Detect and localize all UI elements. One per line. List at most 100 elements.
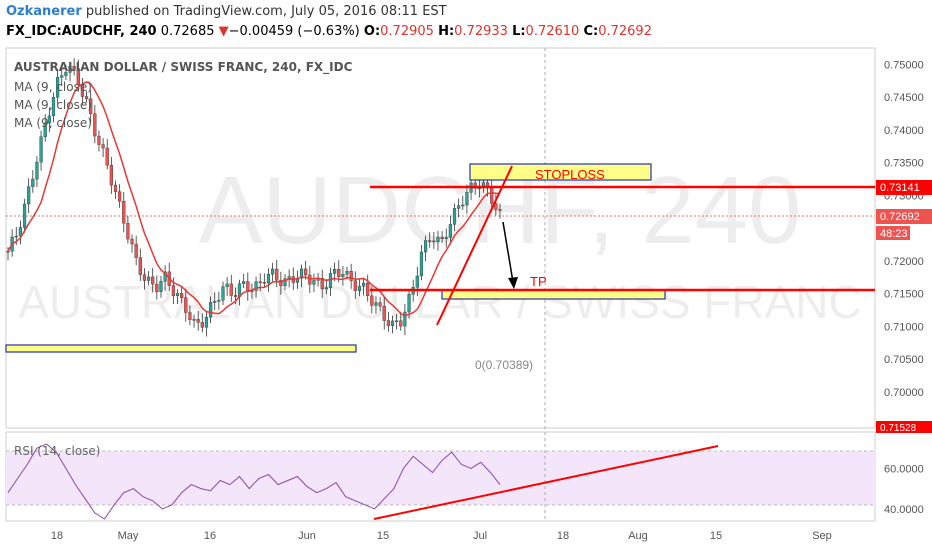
candle-body xyxy=(208,302,213,318)
candle-body xyxy=(151,276,155,285)
quote-line: FX_IDC:AUDCHF, 240 0.72685 ▼−0.00459 (−0… xyxy=(6,24,652,39)
tp-zone[interactable] xyxy=(441,289,666,300)
candle-body xyxy=(68,66,72,73)
time-tick-label: 15 xyxy=(377,530,389,542)
candle-body xyxy=(374,302,378,306)
price-tick-label: 0.71000 xyxy=(884,321,924,333)
fib-level-label: 0(0.70389) xyxy=(475,358,533,372)
candle-body xyxy=(138,257,142,275)
open-value: 0.72905 xyxy=(380,24,434,39)
candle-body xyxy=(415,275,419,288)
candle-body xyxy=(229,283,233,296)
candle-body xyxy=(97,135,101,145)
candle-body xyxy=(386,320,390,326)
candle-body xyxy=(233,295,237,297)
candle-body xyxy=(308,274,312,285)
candle-body xyxy=(39,136,43,163)
candle-body xyxy=(200,322,204,328)
rsi-tick-label: 60.0000 xyxy=(884,463,924,475)
time-tick-label: 16 xyxy=(204,530,216,542)
close-label: C: xyxy=(583,24,599,39)
candlestick-series xyxy=(6,58,502,337)
price-axis[interactable]: 0.750000.745000.740000.735000.730000.720… xyxy=(884,59,924,431)
candle-body xyxy=(51,97,56,117)
candle-body xyxy=(382,305,386,321)
candle-body xyxy=(84,96,89,99)
candle-body xyxy=(192,319,196,321)
candle-body xyxy=(258,281,262,283)
time-tick-label: Jun xyxy=(298,530,316,542)
candle-body xyxy=(304,268,308,276)
ma-legend-2[interactable]: MA (9, close) xyxy=(14,98,92,112)
trend-line-rsi[interactable] xyxy=(373,445,719,520)
candle-body xyxy=(465,192,469,206)
rsi-axis[interactable]: 60.0000 40.0000 xyxy=(884,463,924,515)
stoploss-zone[interactable] xyxy=(469,163,652,181)
candle-body xyxy=(390,320,395,326)
stoploss-label: STOPLOSS xyxy=(535,167,605,182)
candle-body xyxy=(271,268,275,275)
price-tick-label: 0.70000 xyxy=(884,387,924,399)
candle-body xyxy=(370,295,374,306)
candle-body xyxy=(184,297,188,313)
high-value: 0.72933 xyxy=(454,24,508,39)
candle-body xyxy=(341,273,345,277)
rsi-line xyxy=(7,443,501,520)
candle-body xyxy=(498,209,502,211)
support-zone[interactable] xyxy=(5,344,357,353)
rsi-band xyxy=(6,451,875,505)
candle-body xyxy=(312,280,316,285)
candle-body xyxy=(221,286,225,301)
candle-body xyxy=(89,98,93,114)
candle-body xyxy=(155,283,159,292)
published-text: published on TradingView.com, July 05, 2… xyxy=(81,4,447,19)
price-tick-label: 0.74500 xyxy=(884,92,924,104)
candle-body xyxy=(60,75,64,78)
chart-title: AUSTRALIAN DOLLAR / SWISS FRANC, 240, FX… xyxy=(14,60,353,74)
price-tick-label: 0.73500 xyxy=(884,158,924,170)
candle-body xyxy=(31,178,35,187)
candle-body xyxy=(14,235,18,238)
candle-body xyxy=(47,115,51,124)
low-value: 0.72610 xyxy=(525,24,580,39)
moving-average-line xyxy=(7,81,501,317)
candle-body xyxy=(118,191,122,202)
candle-body xyxy=(130,238,134,245)
publisher-line: Ozkanerer published on TradingView.com, … xyxy=(6,4,447,19)
candle-body xyxy=(213,300,217,303)
candle-body xyxy=(283,278,287,287)
rsi-tick-label: 40.0000 xyxy=(884,504,924,516)
down-arrow-icon: ▼ xyxy=(218,24,229,39)
candle-body xyxy=(217,300,221,302)
rsi-legend[interactable]: RSI (14, close) xyxy=(14,444,101,458)
tp-label: TP xyxy=(530,274,547,289)
candle-body xyxy=(146,276,151,281)
candle-body xyxy=(378,302,382,307)
ma-legend-3[interactable]: MA (9, close) xyxy=(14,116,92,130)
candle-body xyxy=(349,271,353,281)
candle-body xyxy=(299,268,304,279)
price-pane[interactable] xyxy=(5,47,876,429)
candle-body xyxy=(163,271,167,282)
candle-body xyxy=(353,280,357,291)
candle-body xyxy=(76,68,80,85)
author-link[interactable]: Ozkanerer xyxy=(6,4,82,19)
countdown-text: 48:23 xyxy=(880,228,908,240)
time-tick-label: May xyxy=(118,530,139,542)
trend-line-price[interactable] xyxy=(436,165,513,326)
candle-body xyxy=(423,240,428,253)
candle-body xyxy=(448,224,452,238)
arrow-head-icon xyxy=(508,277,518,289)
candle-body xyxy=(72,66,76,69)
candle-body xyxy=(473,182,477,189)
ma-legend-1[interactable]: MA (9, close) xyxy=(14,80,92,94)
time-axis[interactable]: 18 May 16 Jun 15 Jul 18 Aug 15 Sep xyxy=(51,530,832,542)
candle-body xyxy=(320,278,324,290)
candle-body xyxy=(461,204,465,207)
candle-body xyxy=(366,282,370,297)
time-tick-label: Jul xyxy=(473,530,487,542)
candle-body xyxy=(490,187,494,204)
candle-body xyxy=(204,316,209,328)
candle-body xyxy=(171,285,175,297)
